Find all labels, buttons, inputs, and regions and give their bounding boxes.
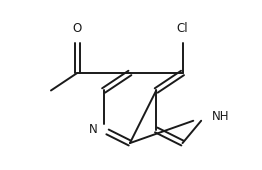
Text: O: O [73, 22, 82, 35]
Text: Cl: Cl [177, 22, 188, 35]
Text: NH: NH [212, 110, 230, 123]
Text: N: N [89, 123, 98, 137]
